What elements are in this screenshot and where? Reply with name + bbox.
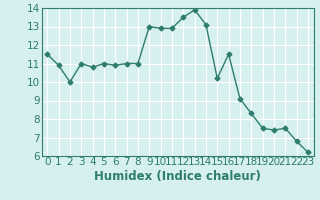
X-axis label: Humidex (Indice chaleur): Humidex (Indice chaleur) [94, 170, 261, 183]
